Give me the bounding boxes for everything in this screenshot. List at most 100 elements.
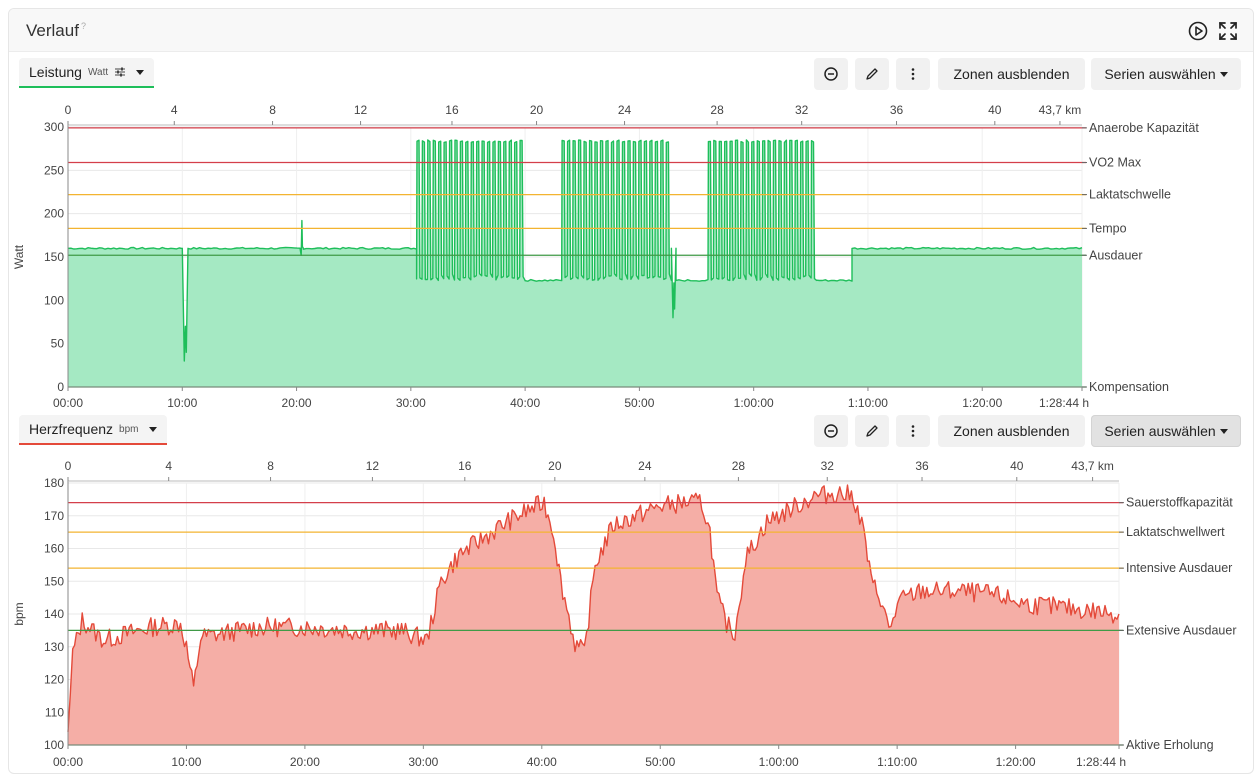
series-label: Leistung xyxy=(29,64,82,80)
zoom-out-button[interactable] xyxy=(814,58,848,90)
x-tick-label: 00:00 xyxy=(53,396,83,410)
y-tick-label: 100 xyxy=(44,738,64,752)
x-tick-label: 1:10:00 xyxy=(877,755,917,769)
more-button[interactable] xyxy=(896,58,930,90)
y-tick-label: 130 xyxy=(44,640,64,654)
fullscreen-icon[interactable] xyxy=(1217,20,1239,42)
x-tick-label: 1:00:00 xyxy=(759,755,799,769)
chevron-down-icon xyxy=(1219,71,1228,77)
hide-zones-button[interactable]: Zonen ausblenden xyxy=(938,415,1085,447)
minus-circle-icon xyxy=(824,424,838,438)
more-vertical-icon xyxy=(911,425,915,437)
zone-label: Extensive Ausdauer xyxy=(1126,623,1237,637)
minus-circle-icon xyxy=(824,67,838,81)
x-tick-label: 10:00 xyxy=(171,755,201,769)
x-tick-label: 1:10:00 xyxy=(848,396,888,410)
distance-tick-label: 12 xyxy=(354,103,368,117)
distance-tick-label: 32 xyxy=(795,103,809,117)
card-title: Verlauf? xyxy=(26,21,86,40)
hide-zones-button[interactable]: Zonen ausblenden xyxy=(938,58,1085,90)
more-button[interactable] xyxy=(896,415,930,447)
x-tick-label: 1:28:44 h xyxy=(1076,755,1126,769)
y-tick-label: 110 xyxy=(45,705,64,719)
series-label: Herzfrequenz xyxy=(29,421,114,437)
y-tick-label: 200 xyxy=(44,207,64,221)
help-mark[interactable]: ? xyxy=(80,21,86,32)
zone-label: Laktatschwelle xyxy=(1089,188,1171,202)
distance-tick-label: 43,7 km xyxy=(1039,103,1082,117)
x-tick-label: 40:00 xyxy=(510,396,540,410)
hr-series-select[interactable]: Herzfrequenz bpm xyxy=(19,415,167,445)
zone-label: Kompensation xyxy=(1089,380,1169,394)
y-tick-label: 120 xyxy=(44,673,64,687)
select-series-label: Serien auswählen xyxy=(1104,423,1216,439)
chevron-down-icon xyxy=(148,426,157,432)
distance-tick-label: 32 xyxy=(821,459,835,473)
distance-tick-label: 28 xyxy=(732,459,746,473)
zone-label: Tempo xyxy=(1089,221,1127,235)
series-unit: Watt xyxy=(87,66,109,78)
distance-tick-label: 20 xyxy=(548,459,562,473)
zone-label: Intensive Ausdauer xyxy=(1126,561,1232,575)
x-tick-label: 00:00 xyxy=(53,755,83,769)
series-area xyxy=(68,485,1119,745)
card-header: Verlauf? xyxy=(9,9,1253,52)
power-toolbar: Leistung Watt Zonen ausblenden Serien au… xyxy=(9,58,1253,92)
edit-button[interactable] xyxy=(855,58,889,90)
series-line xyxy=(67,484,1120,732)
x-tick-label: 20:00 xyxy=(282,396,312,410)
distance-tick-label: 36 xyxy=(915,459,929,473)
zone-label: Laktatschwellwert xyxy=(1126,525,1225,539)
distance-tick-label: 4 xyxy=(165,459,172,473)
heart-rate-chart[interactable]: 100110120130140150160170180Sauerstoffkap… xyxy=(9,453,1253,773)
y-axis-label: Watt xyxy=(12,244,26,269)
distance-tick-label: 24 xyxy=(618,103,632,117)
y-tick-label: 100 xyxy=(44,293,64,307)
distance-tick-label: 24 xyxy=(638,459,652,473)
x-tick-label: 1:00:00 xyxy=(734,396,774,410)
y-tick-label: 150 xyxy=(44,574,64,588)
y-tick-label: 300 xyxy=(44,120,64,134)
distance-tick-label: 0 xyxy=(65,459,72,473)
x-tick-label: 1:28:44 h xyxy=(1039,396,1089,410)
play-circle-icon[interactable] xyxy=(1187,20,1209,42)
distance-tick-label: 40 xyxy=(1010,459,1024,473)
x-tick-label: 50:00 xyxy=(645,755,675,769)
distance-tick-label: 28 xyxy=(710,103,724,117)
x-tick-label: 1:20:00 xyxy=(996,755,1036,769)
x-tick-label: 20:00 xyxy=(290,755,320,769)
y-tick-label: 170 xyxy=(44,509,64,523)
distance-tick-label: 0 xyxy=(65,103,72,117)
y-tick-label: 150 xyxy=(44,250,64,264)
select-series-button[interactable]: Serien auswählen xyxy=(1091,58,1241,90)
power-series-select[interactable]: Leistung Watt xyxy=(19,58,155,88)
distance-tick-label: 8 xyxy=(267,459,274,473)
distance-tick-label: 4 xyxy=(171,103,178,117)
distance-tick-label: 12 xyxy=(366,459,380,473)
x-tick-label: 40:00 xyxy=(527,755,557,769)
y-tick-label: 250 xyxy=(44,163,64,177)
zone-label: Aktive Erholung xyxy=(1126,738,1214,752)
select-series-button[interactable]: Serien auswählen xyxy=(1091,415,1241,447)
distance-tick-label: 40 xyxy=(988,103,1002,117)
select-series-label: Serien auswählen xyxy=(1104,66,1216,82)
zone-label: Sauerstoffkapazität xyxy=(1126,496,1233,510)
distance-tick-label: 20 xyxy=(530,103,544,117)
zone-label: VO2 Max xyxy=(1089,156,1142,170)
x-tick-label: 50:00 xyxy=(624,396,654,410)
x-tick-label: 30:00 xyxy=(396,396,426,410)
y-tick-label: 180 xyxy=(44,476,64,490)
x-tick-label: 10:00 xyxy=(167,396,197,410)
edit-button[interactable] xyxy=(855,415,889,447)
y-axis-label: bpm xyxy=(12,602,26,625)
chart-card: Verlauf? Leistung Watt Zonen ausblenden … xyxy=(8,8,1254,774)
more-vertical-icon xyxy=(911,68,915,80)
y-tick-label: 50 xyxy=(51,337,65,351)
x-tick-label: 1:20:00 xyxy=(962,396,1002,410)
zoom-out-button[interactable] xyxy=(814,415,848,447)
zone-label: Anaerobe Kapazität xyxy=(1089,121,1199,135)
y-tick-label: 0 xyxy=(57,380,64,394)
distance-tick-label: 16 xyxy=(445,103,459,117)
chevron-down-icon xyxy=(1219,428,1228,434)
